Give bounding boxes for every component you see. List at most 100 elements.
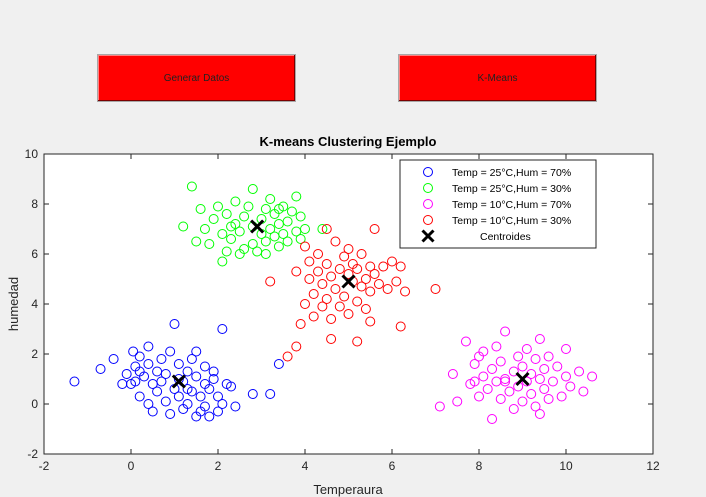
data-point-series-1 <box>204 411 215 422</box>
data-point-series-3 <box>543 394 554 404</box>
legend-marker <box>423 183 433 193</box>
data-point-series-1 <box>134 391 145 402</box>
data-point-series-4 <box>300 299 310 309</box>
data-point-series-4 <box>308 311 319 322</box>
data-point-series-3 <box>561 344 571 354</box>
data-point-series-3 <box>500 374 511 384</box>
data-point-series-4 <box>317 301 328 312</box>
data-point-series-4 <box>317 279 328 289</box>
data-point-series-4 <box>430 284 441 294</box>
legend: Temp = 25°C,Hum = 70% Temp = 25°C,Hum = 3… <box>399 159 597 249</box>
centroid-marker <box>250 219 265 234</box>
data-point-series-1 <box>247 389 258 399</box>
data-point-series-3 <box>521 376 532 387</box>
data-point-series-2 <box>295 234 306 244</box>
data-point-series-1 <box>199 361 210 372</box>
data-point-series-1 <box>173 391 184 402</box>
data-point-series-4 <box>330 236 341 247</box>
data-point-series-1 <box>217 399 228 409</box>
data-point-series-1 <box>156 354 167 364</box>
centroid-marker <box>171 374 186 389</box>
data-point-series-1 <box>134 366 145 377</box>
data-point-series-2 <box>300 224 310 234</box>
data-point-series-3 <box>434 401 445 412</box>
data-point-series-4 <box>369 269 380 279</box>
centroid-marker <box>515 371 530 387</box>
data-point-series-2 <box>317 224 328 234</box>
data-point-series-1 <box>217 324 228 334</box>
x-tick-label: 6 <box>389 459 396 473</box>
data-point-series-2 <box>217 229 228 239</box>
legend-label-centroides: Centroides <box>480 231 531 243</box>
y-axis-label: humedad <box>6 277 21 331</box>
data-point-series-4 <box>352 296 363 307</box>
data-point-series-2 <box>221 246 232 257</box>
data-point-series-4 <box>291 266 302 277</box>
data-point-series-2 <box>260 204 271 214</box>
y-tick-label: 6 <box>31 247 38 261</box>
data-point-series-2 <box>204 239 215 249</box>
y-tick-label: 8 <box>31 197 38 211</box>
data-point-series-4 <box>382 284 393 294</box>
data-point-series-1 <box>182 366 193 377</box>
data-point-series-3 <box>539 364 550 374</box>
data-point-series-3 <box>469 359 480 369</box>
kmeans-button[interactable]: K-Means <box>398 54 597 102</box>
centroid-marker <box>341 274 356 289</box>
data-point-series-1 <box>191 346 202 357</box>
data-point-series-2 <box>191 236 202 247</box>
data-point-series-3 <box>513 351 524 362</box>
data-point-series-3 <box>469 376 480 387</box>
data-point-series-1 <box>134 351 145 362</box>
data-point-series-4 <box>378 261 389 272</box>
data-point-series-1 <box>143 359 154 369</box>
data-point-series-4 <box>360 274 371 284</box>
data-point-series-4 <box>291 341 302 352</box>
data-point-series-4 <box>400 286 411 297</box>
x-tick-label: 2 <box>215 459 222 473</box>
data-point-series-2 <box>282 236 293 247</box>
data-point-series-3 <box>561 371 571 382</box>
data-point-series-4 <box>300 241 310 252</box>
data-point-series-3 <box>452 396 463 407</box>
data-point-series-3 <box>574 366 585 377</box>
data-point-series-3 <box>534 374 545 384</box>
data-point-series-4 <box>326 271 337 282</box>
data-point-series-4 <box>295 319 306 329</box>
data-point-series-3 <box>534 409 545 419</box>
legend-label: Temp = 25°C,Hum = 70% <box>452 167 571 179</box>
data-point-series-2 <box>247 239 258 249</box>
data-point-series-1 <box>208 374 219 384</box>
data-point-series-4 <box>265 276 276 287</box>
data-point-series-3 <box>504 386 515 397</box>
data-point-series-2 <box>247 184 258 194</box>
data-point-series-2 <box>278 229 289 239</box>
data-point-series-4 <box>343 244 354 254</box>
data-point-series-4 <box>356 249 367 259</box>
generar-datos-button[interactable]: Generar Datos <box>97 54 296 102</box>
data-point-series-1 <box>95 364 106 374</box>
data-point-series-1 <box>130 376 141 387</box>
data-point-series-4 <box>326 314 337 324</box>
data-point-series-4 <box>360 304 371 314</box>
data-point-series-4 <box>304 274 315 284</box>
data-point-series-4 <box>352 336 363 347</box>
data-point-series-3 <box>460 336 471 347</box>
data-point-series-3 <box>508 404 519 414</box>
data-point-series-2 <box>230 196 241 207</box>
legend-marker <box>423 167 433 177</box>
data-point-series-4 <box>334 301 345 312</box>
data-point-series-2 <box>217 256 228 267</box>
data-point-series-1 <box>204 384 215 394</box>
data-point-series-3 <box>530 401 541 412</box>
data-point-series-4 <box>321 294 332 304</box>
legend-centroid-marker <box>421 229 435 243</box>
data-point-series-4 <box>308 289 319 299</box>
data-point-series-4 <box>365 316 376 327</box>
data-point-series-3 <box>517 361 528 372</box>
data-point-series-3 <box>500 376 511 387</box>
data-point-series-1 <box>226 381 237 392</box>
x-tick-label: 4 <box>302 459 309 473</box>
data-point-series-3 <box>565 381 576 392</box>
data-point-series-1 <box>182 399 193 409</box>
